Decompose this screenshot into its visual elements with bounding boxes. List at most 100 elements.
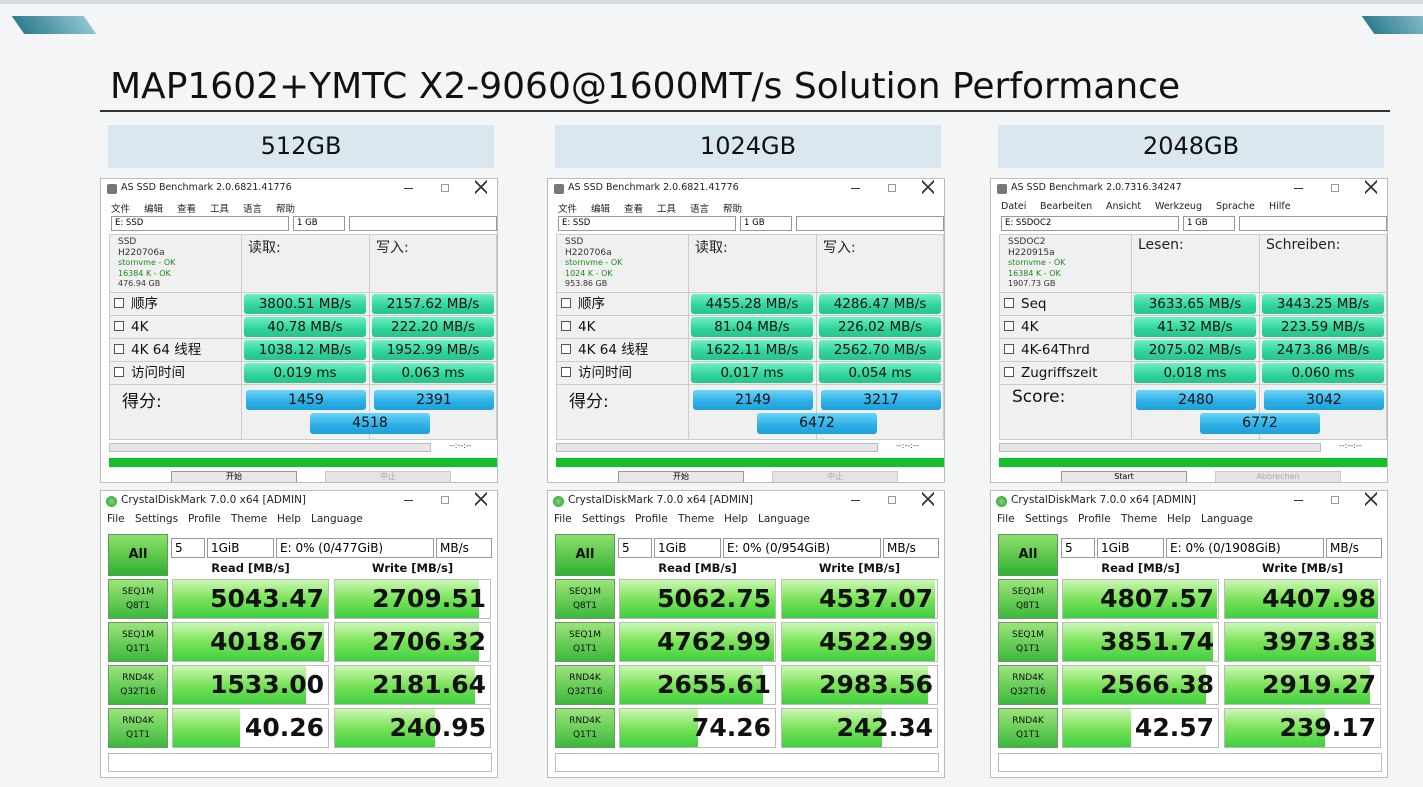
menu-item: Sprache	[1216, 201, 1255, 212]
maximize-icon	[888, 184, 896, 192]
close-icon	[475, 492, 487, 506]
progress-bar-complete	[109, 458, 497, 467]
write-value: 226.02 MB/s	[819, 317, 941, 337]
test-queue: Q8T1	[125, 601, 151, 611]
row-label: Zugriffszeit	[1021, 365, 1098, 381]
drive-select: E: SSD	[558, 216, 736, 231]
path-input	[349, 216, 497, 231]
row-label: 顺序	[131, 296, 158, 312]
write-cell: 4522.99	[781, 622, 938, 662]
write-value: 222.20 MB/s	[372, 317, 494, 337]
read-bar	[620, 623, 775, 661]
write-bar	[1225, 623, 1376, 661]
menu-item: Language	[758, 513, 810, 525]
abort-button: 中止	[325, 471, 451, 482]
write-value: 3973.83	[1262, 627, 1376, 656]
row-divider	[1000, 292, 1386, 293]
capacity-header: 512GB	[108, 125, 494, 168]
menu-item: Theme	[1121, 513, 1158, 525]
benchmark-panel: 2048GB AS SSD Benchmark 2.0.7316.34247 Dat…	[990, 125, 1390, 780]
write-cell: 2706.32	[334, 622, 491, 662]
timer: --:--:--	[1339, 441, 1362, 450]
write-value: 1952.99 MB/s	[372, 340, 494, 360]
row-divider	[110, 292, 496, 293]
write-value: 4522.99	[819, 627, 933, 656]
test-name: RND4K	[122, 673, 154, 683]
menu-item: Settings	[582, 513, 626, 525]
read-value: 3800.51 MB/s	[244, 294, 366, 314]
write-cell: 239.17	[1224, 708, 1381, 748]
menu-item: 语言	[690, 204, 710, 214]
test-queue: Q32T16	[567, 687, 603, 697]
results-table: SSDOC2 H220915a stornvme - OK 16384 K - OK 1…	[999, 234, 1387, 440]
window-title: AS SSD Benchmark 2.0.6821.41776	[568, 182, 739, 193]
window-icon	[997, 184, 1007, 194]
size-select: 1GiB	[207, 538, 274, 558]
row-label: 4K	[131, 319, 149, 335]
read-cell: 2655.61	[619, 665, 776, 705]
checkbox	[561, 298, 571, 308]
test-label: RND4K Q1T1	[555, 708, 615, 748]
test-label: RND4K Q1T1	[998, 708, 1058, 748]
test-queue: Q1T1	[1015, 644, 1041, 654]
drive-info: 953.86 GB	[565, 279, 608, 288]
score-label: Score:	[1012, 387, 1066, 407]
write-value: 2473.86 MB/s	[1262, 340, 1384, 360]
menu-item: File	[997, 513, 1015, 525]
abort-button: 中止	[772, 471, 898, 482]
row-label: 访问时间	[131, 365, 185, 381]
read-value: 4807.57	[1100, 584, 1214, 613]
close-icon	[475, 180, 487, 194]
write-value: 2983.56	[819, 670, 933, 699]
read-cell: 4018.67	[172, 622, 329, 662]
drive-info: 16384 K - OK	[1008, 268, 1061, 278]
read-header: Read [MB/s]	[1101, 561, 1180, 575]
drive-info: SSD	[118, 237, 137, 247]
progress-bar	[556, 443, 878, 452]
test-label: SEQ1M Q1T1	[998, 622, 1058, 662]
size-select: 1 GB	[293, 216, 345, 231]
test-name: SEQ1M	[569, 587, 601, 597]
drive-info: 476.94 GB	[118, 279, 161, 288]
row-divider	[110, 384, 496, 385]
drive-info: H220706a	[118, 247, 165, 258]
comment-box	[555, 753, 939, 772]
minimize-icon	[1294, 500, 1303, 501]
maximize-icon	[441, 496, 449, 504]
row-divider	[110, 338, 496, 339]
read-value: 0.017 ms	[691, 363, 813, 383]
test-queue: Q8T1	[572, 601, 598, 611]
drive-info: SSDOC2	[1008, 237, 1046, 247]
test-name: SEQ1M	[122, 630, 154, 640]
drive-info: H220915a	[1008, 247, 1055, 258]
row-divider	[110, 315, 496, 316]
test-name: SEQ1M	[122, 587, 154, 597]
checkbox	[1004, 321, 1014, 331]
test-queue: Q1T1	[125, 644, 151, 654]
menu-item: Hilfe	[1269, 201, 1291, 212]
drive-info: stornvme - OK	[565, 258, 623, 267]
read-value: 4018.67	[210, 627, 324, 656]
maximize-icon	[888, 496, 896, 504]
comment-box	[998, 753, 1382, 772]
write-value: 2562.70 MB/s	[819, 340, 941, 360]
abort-button: Abbrechen	[1215, 471, 1341, 482]
score-label: 得分:	[122, 392, 162, 411]
drive-select: E: 0% (0/954GiB)	[723, 538, 881, 558]
checkbox	[1004, 367, 1014, 377]
row-divider	[557, 384, 943, 385]
crystaldiskmark-window: CrystalDiskMark 7.0.0 x64 [ADMIN] File Set…	[990, 490, 1388, 778]
col-divider	[816, 235, 817, 439]
read-cell: 40.26	[172, 708, 329, 748]
read-value: 41.32 MB/s	[1134, 317, 1256, 337]
write-value: 4407.98	[1262, 584, 1376, 613]
row-label: 4K 64 线程	[131, 342, 202, 358]
as-ssd-window: AS SSD Benchmark 2.0.7316.34247 Datei Bear…	[990, 178, 1388, 483]
window-title: AS SSD Benchmark 2.0.7316.34247	[1011, 182, 1182, 193]
checkbox	[114, 344, 124, 354]
drive-info: 16384 K - OK	[118, 268, 171, 278]
row-label: 访问时间	[578, 365, 632, 381]
test-label: RND4K Q32T16	[998, 665, 1058, 705]
close-icon	[1365, 180, 1377, 194]
